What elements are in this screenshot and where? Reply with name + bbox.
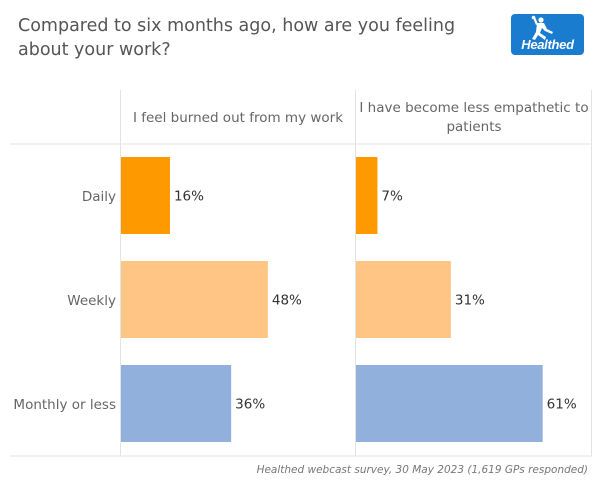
runner-icon (531, 15, 553, 40)
data-label-empathy-monthly-or-less: 61% (547, 397, 577, 413)
source-footnote: Healthed webcast survey, 30 May 2023 (1,… (256, 464, 588, 476)
panel-header-burnout: I feel burned out from my work (133, 110, 343, 126)
data-label-empathy-weekly: 31% (455, 293, 485, 309)
data-label-burnout-weekly: 48% (272, 293, 302, 309)
chart-title-line-1: Compared to six months ago, how are you … (18, 16, 456, 36)
bar-empathy-monthly-or-less (356, 365, 543, 442)
bar-burnout-monthly-or-less (121, 365, 232, 442)
data-label-empathy-daily: 7% (381, 189, 403, 205)
chart-title: Compared to six months ago, how are you … (18, 14, 458, 62)
chart-title-line-2: about your work? (18, 40, 171, 60)
panel-header-empathy-line-1: I have become less empathetic to (359, 100, 588, 116)
category-label-monthly: Monthly or less (13, 397, 116, 413)
healthed-logo: Healthed (511, 14, 584, 55)
category-label-weekly: Weekly (67, 293, 116, 309)
bar-empathy-daily (356, 157, 378, 234)
data-label-burnout-daily: 16% (174, 189, 204, 205)
logo-text: Healthed (521, 37, 574, 52)
bar-empathy-weekly (356, 261, 451, 338)
data-label-burnout-monthly-or-less: 36% (235, 397, 265, 413)
bar-burnout-daily (121, 157, 170, 234)
panel-header-empathy-line-2: patients (446, 119, 501, 135)
category-label-daily: Daily (82, 189, 116, 205)
bars-group: 16% 48% 36% 7% 31% 61% (121, 157, 577, 442)
bar-burnout-weekly (121, 261, 268, 338)
